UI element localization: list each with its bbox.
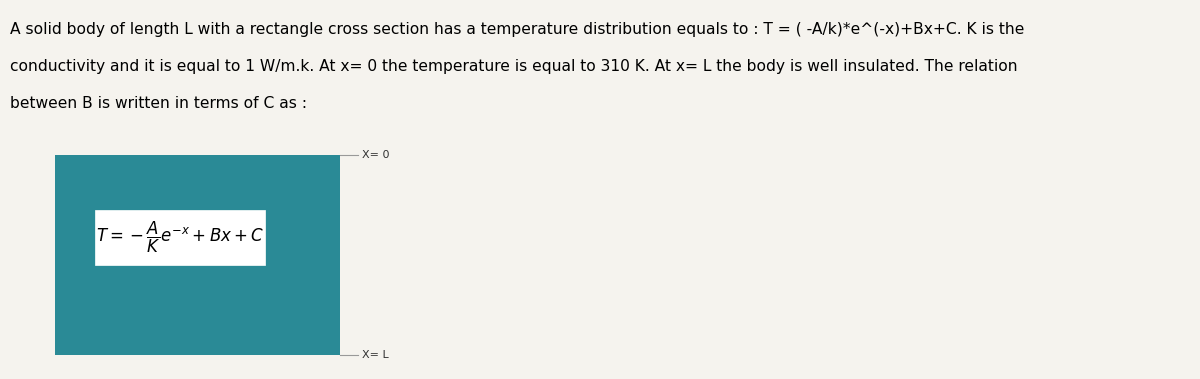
Text: between B is written in terms of C as :: between B is written in terms of C as : — [10, 96, 307, 111]
Text: X= L: X= L — [362, 350, 389, 360]
Text: X= 0: X= 0 — [362, 150, 390, 160]
Text: $T = -\dfrac{A}{K}e^{-x} + Bx + C$: $T = -\dfrac{A}{K}e^{-x} + Bx + C$ — [96, 220, 264, 255]
Bar — [55, 155, 340, 355]
Text: conductivity and it is equal to 1 W/m.k. At x= 0 the temperature is equal to 310: conductivity and it is equal to 1 W/m.k.… — [10, 59, 1018, 74]
Text: A solid body of length L with a rectangle cross section has a temperature distri: A solid body of length L with a rectangl… — [10, 22, 1025, 37]
Bar — [95, 210, 265, 265]
